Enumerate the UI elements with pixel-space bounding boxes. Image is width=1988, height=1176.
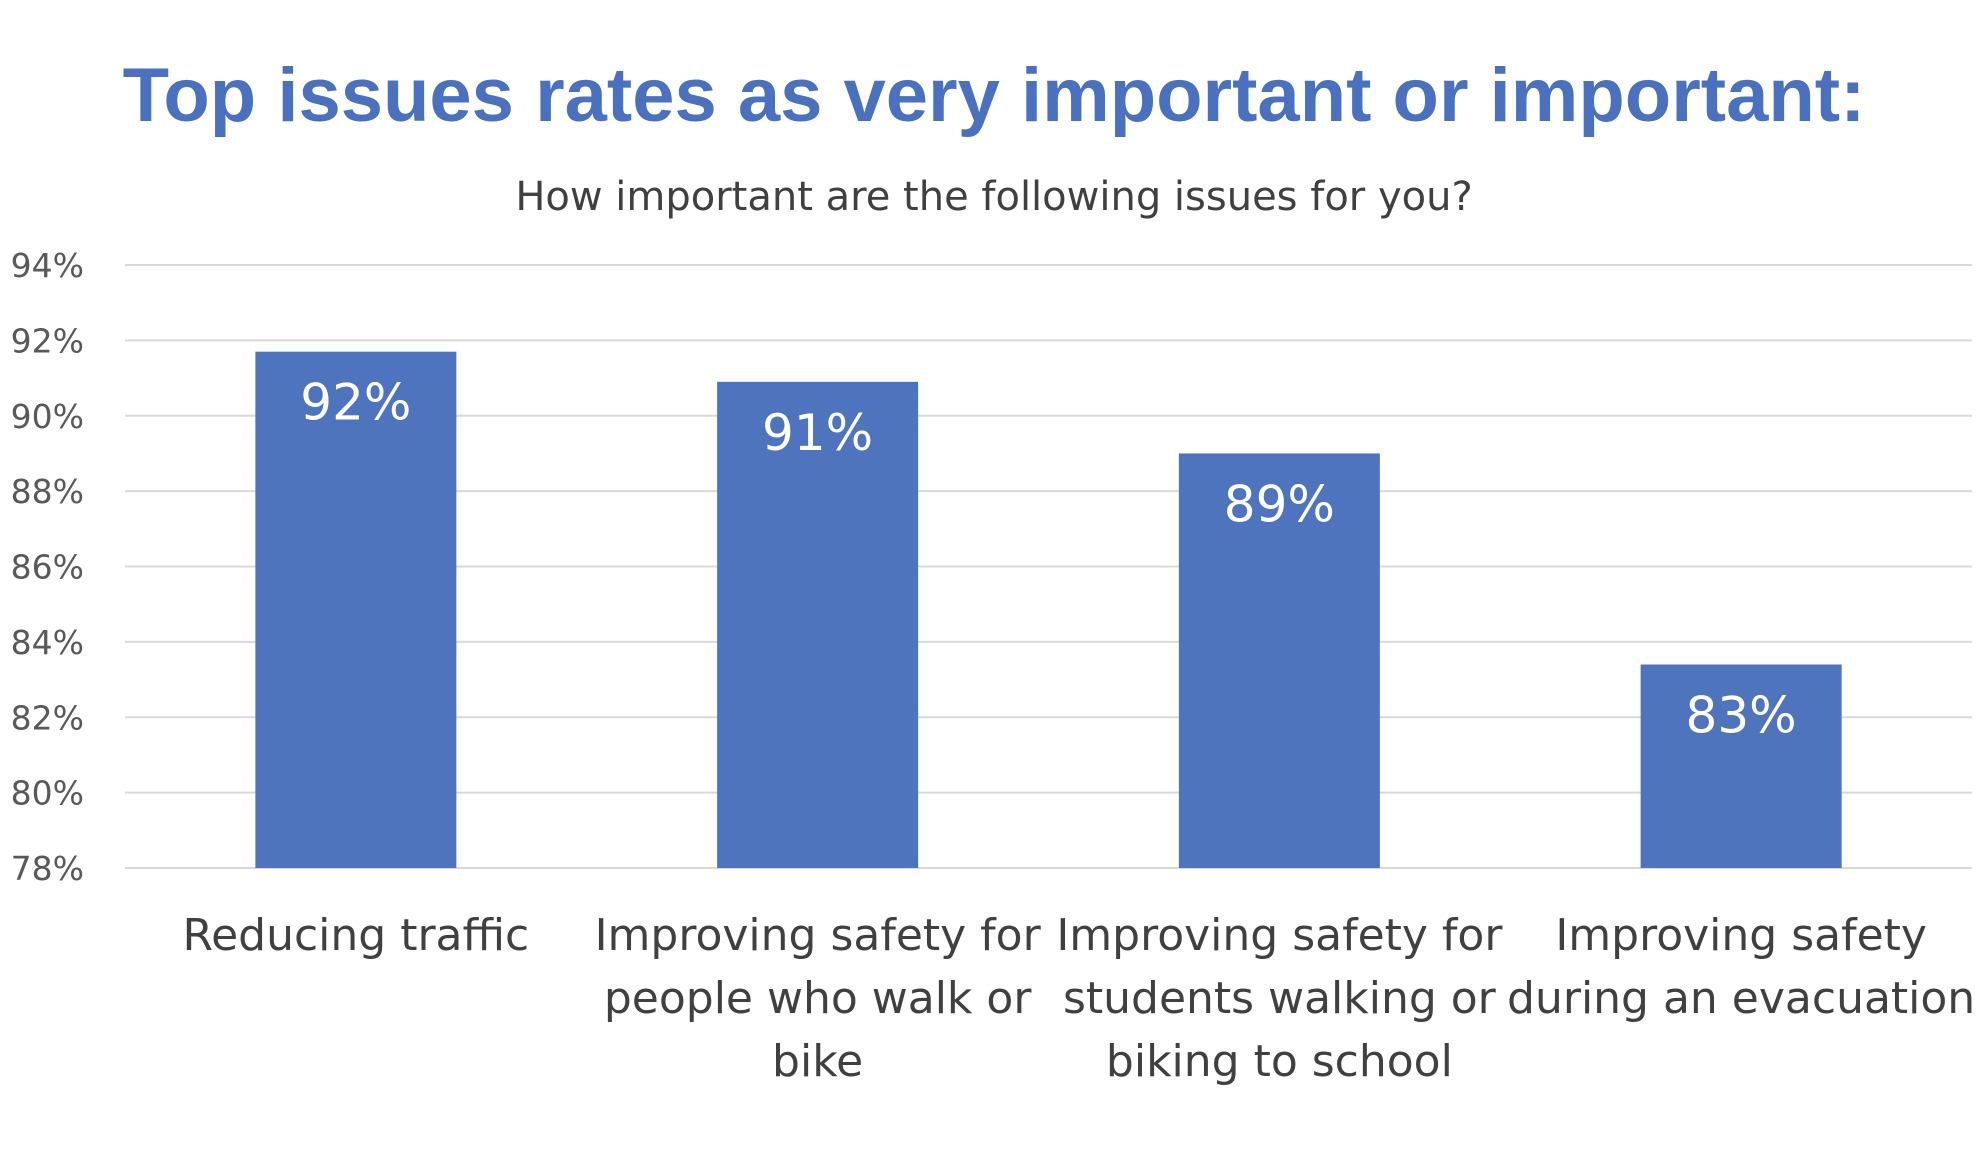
x-axis: Reducing traffic Improving safety for peop…: [183, 910, 1976, 1087]
bar: [717, 381, 919, 868]
y-tick-label: 86%: [11, 548, 84, 587]
chart-subtitle: How important are the following issues f…: [515, 174, 1472, 220]
data-label: 92%: [300, 374, 411, 432]
data-label: 91%: [762, 404, 873, 462]
y-axis: 78% 80% 82% 84% 86% 88% 90% 92% 94%: [11, 246, 84, 888]
y-tick-label: 80%: [11, 774, 84, 813]
y-tick-label: 92%: [11, 321, 84, 360]
y-tick-label: 84%: [11, 623, 84, 662]
y-tick-label: 94%: [11, 246, 84, 285]
data-label: 83%: [1686, 686, 1797, 744]
bar: [1640, 664, 1842, 868]
y-tick-label: 82%: [11, 698, 84, 737]
y-tick-label: 90%: [11, 397, 84, 436]
bar: [255, 351, 457, 868]
data-label: 89%: [1224, 475, 1335, 533]
x-tick-label: Improving safety for people who walk or bi…: [595, 910, 1042, 1087]
bars-layer: [255, 351, 1842, 868]
y-tick-label: 88%: [11, 472, 84, 511]
x-tick-label: Reducing traffic: [183, 910, 530, 961]
chart-title: Top issues rates as very important or im…: [122, 53, 1866, 138]
x-tick-label: Improving safety for students walking or b…: [1056, 910, 1503, 1087]
y-tick-label: 78%: [11, 849, 84, 888]
bar: [1178, 453, 1380, 868]
data-labels-layer: 92% 91% 89% 83%: [300, 374, 1796, 745]
x-tick-label: Improving safety during an evacuation: [1507, 910, 1975, 1024]
